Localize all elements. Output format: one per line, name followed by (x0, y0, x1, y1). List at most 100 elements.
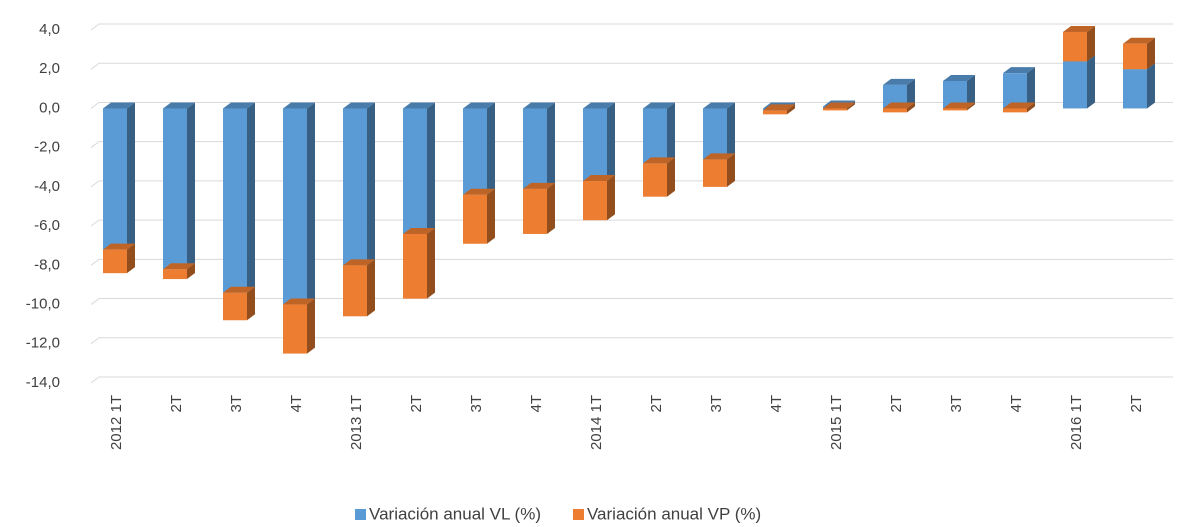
grid-depth (90, 23, 100, 31)
bar-side (907, 78, 915, 109)
bar-front (103, 249, 127, 274)
y-tick-label: 0,0 (39, 99, 60, 116)
bar-side (967, 102, 975, 111)
bar-side (1087, 55, 1095, 109)
grid-depth (90, 180, 100, 188)
bar-front (583, 181, 607, 221)
x-tick-label: 4T (1008, 395, 1025, 413)
bar (1003, 67, 1035, 109)
bar-front (103, 108, 127, 250)
bar (1063, 55, 1095, 109)
bar-side (787, 104, 795, 115)
bar-front (283, 108, 307, 305)
bar-top (1063, 25, 1095, 32)
bar-side (487, 102, 495, 195)
bar-side (1027, 102, 1035, 113)
bar-side (187, 263, 195, 280)
x-tick-label: 2015 1T (828, 395, 845, 450)
bar-front (583, 108, 607, 182)
bar (163, 263, 195, 280)
bar-front (643, 108, 667, 164)
grid-depth (90, 102, 100, 109)
bar-side (847, 102, 855, 111)
bar-side (307, 298, 315, 354)
legend-label: Variación anual VL (%) (369, 504, 541, 523)
bar-top (403, 227, 435, 234)
bar-top (283, 102, 315, 109)
x-tick-label: 4T (288, 395, 305, 413)
bar-top (703, 102, 735, 109)
bar-side (727, 102, 735, 160)
bar-top (823, 102, 855, 109)
bar-top (583, 102, 615, 109)
x-tick-label: 2T (648, 395, 665, 413)
grid-depth (90, 337, 100, 345)
bar-side (247, 102, 255, 293)
bar-top (943, 74, 975, 81)
bar-front (283, 304, 307, 354)
y-tick-label: -12,0 (26, 335, 60, 352)
x-tick-label: 2T (408, 395, 425, 413)
bar-top (523, 102, 555, 109)
bar (823, 102, 855, 111)
bar-top (343, 102, 375, 109)
bar (223, 286, 255, 321)
bar-front (163, 108, 187, 270)
bar-side (1087, 25, 1095, 62)
bar (763, 104, 795, 115)
bar-top (283, 298, 315, 305)
x-tick-label: 2014 1T (588, 395, 605, 450)
x-tick-label: 2016 1T (1068, 395, 1085, 450)
bar (1123, 63, 1155, 109)
bar-front (943, 108, 967, 111)
bar-top (343, 259, 375, 266)
bar-front (403, 233, 427, 299)
x-tick-label: 2012 1T (108, 395, 125, 450)
bar (643, 157, 675, 197)
bar-front (403, 108, 427, 234)
bar-side (367, 259, 375, 317)
x-tick-label: 2T (168, 395, 185, 413)
x-tick-label: 4T (528, 395, 545, 413)
bar (883, 102, 915, 113)
bar-front (823, 108, 847, 111)
grid-depth (90, 141, 100, 149)
y-tick-label: 4,0 (39, 21, 60, 38)
bar (1123, 37, 1155, 70)
bar-front (223, 108, 247, 293)
bar-front (883, 108, 907, 113)
bar-side (547, 102, 555, 189)
x-tick-label: 4T (768, 395, 785, 413)
y-tick-label: -4,0 (34, 178, 60, 195)
bar-top (523, 182, 555, 189)
bar (283, 298, 315, 354)
bar (523, 182, 555, 234)
bar-side (487, 188, 495, 244)
bar-front (1123, 43, 1147, 70)
x-tick-label: 2013 1T (348, 395, 365, 450)
bar-side (1147, 37, 1155, 70)
bar-top (703, 153, 735, 160)
bar-top (463, 102, 495, 109)
bar-front (703, 159, 727, 187)
bar (403, 227, 435, 299)
bar-side (967, 74, 975, 109)
bar-side (907, 102, 915, 113)
grid-depth (90, 298, 100, 305)
bar-top (763, 104, 795, 111)
legend-swatch (355, 509, 366, 520)
bar-side (727, 153, 735, 187)
bar-side (247, 286, 255, 321)
bar-top (1123, 37, 1155, 44)
bar-top (883, 102, 915, 109)
bar-side (667, 157, 675, 197)
bar (583, 102, 615, 182)
bar-front (523, 188, 547, 234)
bar-front (1003, 108, 1027, 113)
bar-top (643, 157, 675, 164)
y-tick-label: -10,0 (26, 296, 60, 313)
x-tick-label: 3T (948, 395, 965, 413)
bar-top (223, 102, 255, 109)
bar-front (1063, 31, 1087, 62)
grid-depth (90, 219, 100, 227)
